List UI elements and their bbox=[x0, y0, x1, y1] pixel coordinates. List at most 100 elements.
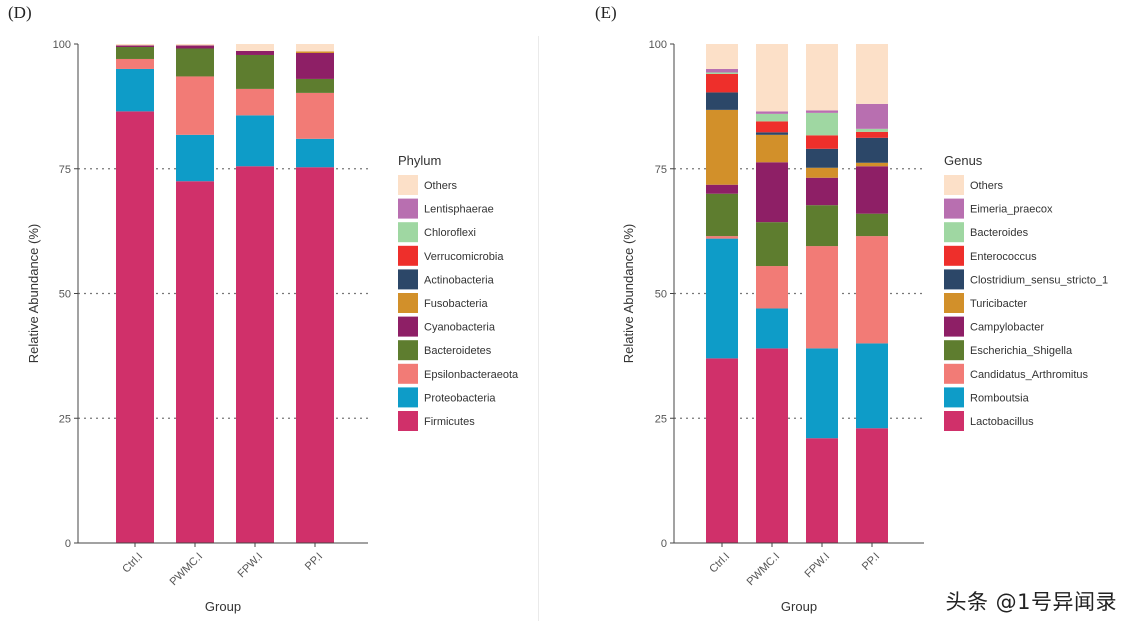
c1-bar-pp-i-turicibacter bbox=[856, 162, 888, 167]
c0-bar-pwmc-i-bacteroidetes bbox=[176, 48, 214, 77]
phylum-stacked-bar-chart: 0 25 50 75 100 Ctrl.I PWMC.I FPW.I PP.I Group Rela… bbox=[26, 39, 519, 614]
c1-legend-swatch-campylobacter bbox=[944, 316, 964, 337]
c1-legend-label-eimeria-praecox: Eimeria_praecox bbox=[970, 204, 1053, 216]
c0-bar-pp-i-bacteroidetes bbox=[296, 78, 334, 93]
c1-bar-ctrl-i-candidatus-arthromitus bbox=[706, 236, 738, 239]
c1-legend-label-candidatus-arthromitus: Candidatus_Arthromitus bbox=[970, 369, 1089, 381]
c1-bar-pwmc-i-lactobacillus bbox=[756, 348, 788, 543]
c1-y-tick-label-50: 50 bbox=[655, 289, 667, 301]
c0-legend-label-others: Others bbox=[424, 180, 458, 192]
c0-bar-ctrl-i-epsilonbacteraeota bbox=[116, 58, 154, 69]
c1-bar-ctrl-i-turicibacter bbox=[706, 109, 738, 185]
c1-bar-fpw-i-campylobacter bbox=[806, 177, 838, 206]
c0-bar-pwmc-i-others bbox=[176, 44, 214, 46]
c1-bar-pwmc-i-escherichia-shigella bbox=[756, 222, 788, 267]
c0-y-tick-label-75: 75 bbox=[59, 164, 71, 176]
c1-bar-ctrl-i-campylobacter bbox=[706, 184, 738, 194]
c0-legend-swatch-proteobacteria bbox=[398, 387, 418, 408]
panel-label-d: (D) bbox=[8, 3, 32, 22]
c0-x-tick-label-pwmc-i: PWMC.I bbox=[168, 551, 205, 588]
c1-legend-label-campylobacter: Campylobacter bbox=[970, 322, 1044, 334]
c0-legend-label-proteobacteria: Proteobacteria bbox=[424, 392, 496, 404]
c0-bar-pp-i-cyanobacteria bbox=[296, 52, 334, 79]
c1-x-axis-title: Group bbox=[781, 599, 817, 614]
c0-x-tick-label-pp-i: PP.I bbox=[303, 551, 325, 573]
c0-legend-swatch-fusobacteria bbox=[398, 293, 418, 313]
c1-bar-pwmc-i-campylobacter bbox=[756, 162, 788, 223]
c0-y-tick-label-25: 25 bbox=[59, 413, 71, 425]
c1-legend-swatch-enterococcus bbox=[944, 245, 964, 266]
c0-bar-pp-i-proteobacteria bbox=[296, 138, 334, 168]
c1-legend-label-enterococcus: Enterococcus bbox=[970, 251, 1037, 263]
c0-legend-label-verrucomicrobia: Verrucomicrobia bbox=[424, 251, 504, 263]
c0-bar-ctrl-i-bacteroidetes bbox=[116, 46, 154, 59]
c0-legend-swatch-epsilonbacteraeota bbox=[398, 363, 418, 384]
c1-bar-fpw-i-eimeria-praecox bbox=[806, 110, 838, 113]
c1-bar-fpw-i-enterococcus bbox=[806, 135, 838, 149]
c0-legend-label-epsilonbacteraeota: Epsilonbacteraeota bbox=[424, 369, 519, 381]
c1-y-tick-label-0: 0 bbox=[661, 538, 667, 550]
c1-bar-ctrl-i-bacteroides bbox=[706, 72, 738, 74]
c0-bar-pwmc-i-proteobacteria bbox=[176, 134, 214, 182]
c0-bar-pp-i-others bbox=[296, 44, 334, 52]
watermark-text: 头条 @1号异闻录 bbox=[945, 590, 1117, 614]
c0-legend-swatch-bacteroidetes bbox=[398, 340, 418, 361]
c1-bar-pwmc-i-bacteroides bbox=[756, 113, 788, 122]
c0-bar-pwmc-i-cyanobacteria bbox=[176, 45, 214, 49]
c0-x-axis-title: Group bbox=[205, 599, 241, 614]
c1-bar-ctrl-i-escherichia-shigella bbox=[706, 193, 738, 237]
c1-bar-pp-i-bacteroides bbox=[856, 128, 888, 132]
c1-legend-label-others: Others bbox=[970, 180, 1004, 192]
c1-y-tick-label-100: 100 bbox=[649, 39, 667, 51]
c0-legend-swatch-actinobacteria bbox=[398, 269, 418, 290]
c0-bar-fpw-i-bacteroidetes bbox=[236, 54, 274, 89]
c0-bar-pp-i-fusobacteria bbox=[296, 51, 334, 53]
c1-x-tick-label-fpw-i: FPW.I bbox=[802, 551, 832, 581]
c1-legend-swatch-candidatus-arthromitus bbox=[944, 363, 964, 384]
c1-bar-pwmc-i-turicibacter bbox=[756, 134, 788, 163]
c1-bar-ctrl-i-lactobacillus bbox=[706, 358, 738, 543]
c1-bar-pwmc-i-romboutsia bbox=[756, 308, 788, 349]
c1-bar-pp-i-eimeria-praecox bbox=[856, 103, 888, 129]
c1-legend-label-romboutsia: Romboutsia bbox=[970, 392, 1030, 404]
c1-bar-fpw-i-bacteroides bbox=[806, 112, 838, 136]
c1-legend-swatch-clostridium-sensu-stricto-1 bbox=[944, 269, 964, 290]
c0-x-tick-label-fpw-i: FPW.I bbox=[235, 551, 265, 581]
c0-legend-swatch-chloroflexi bbox=[398, 222, 418, 243]
panel-e: (E) 0 25 50 75 100 Ctrl.I PWMC.I FPW.I PP.I Group… bbox=[575, 0, 1131, 628]
c0-bar-ctrl-i-others bbox=[116, 44, 154, 46]
c1-bar-pp-i-candidatus-arthromitus bbox=[856, 236, 888, 344]
c1-legend-label-bacteroides: Bacteroides bbox=[970, 227, 1029, 239]
c0-x-tick-label-ctrl-i: Ctrl.I bbox=[120, 551, 145, 576]
c1-legend-swatch-romboutsia bbox=[944, 387, 964, 408]
c1-y-tick-label-25: 25 bbox=[655, 413, 667, 425]
c0-bar-fpw-i-firmicutes bbox=[236, 166, 274, 543]
c1-legend-swatch-eimeria-praecox bbox=[944, 198, 964, 219]
c1-bar-ctrl-i-clostridium-sensu-stricto-1 bbox=[706, 92, 738, 110]
c1-legend-label-clostridium-sensu-stricto-1: Clostridium_sensu_stricto_1 bbox=[970, 274, 1108, 286]
c1-legend-swatch-lactobacillus bbox=[944, 411, 964, 431]
c1-bar-pwmc-i-eimeria-praecox bbox=[756, 111, 788, 114]
c1-bar-pp-i-escherichia-shigella bbox=[856, 213, 888, 237]
c1-bar-ctrl-i-eimeria-praecox bbox=[706, 68, 738, 73]
c0-bar-fpw-i-proteobacteria bbox=[236, 115, 274, 167]
c1-legend-label-turicibacter: Turicibacter bbox=[970, 298, 1027, 310]
c1-bar-ctrl-i-enterococcus bbox=[706, 73, 738, 93]
c0-legend-swatch-verrucomicrobia bbox=[398, 245, 418, 266]
genus-stacked-bar-chart: 0 25 50 75 100 Ctrl.I PWMC.I FPW.I PP.I Group Rela… bbox=[621, 39, 1108, 614]
c0-bar-pp-i-firmicutes bbox=[296, 167, 334, 544]
c1-bar-pwmc-i-clostridium-sensu-stricto-1 bbox=[756, 132, 788, 135]
c0-legend-label-bacteroidetes: Bacteroidetes bbox=[424, 345, 492, 357]
c1-bar-pp-i-others bbox=[856, 44, 888, 104]
c0-y-tick-label-50: 50 bbox=[59, 289, 71, 301]
c0-y-tick-label-100: 100 bbox=[53, 39, 71, 51]
c0-legend-label-actinobacteria: Actinobacteria bbox=[424, 274, 495, 286]
c0-bar-ctrl-i-firmicutes bbox=[116, 111, 154, 544]
c1-bar-pp-i-lactobacillus bbox=[856, 428, 888, 543]
c1-bar-fpw-i-escherichia-shigella bbox=[806, 205, 838, 247]
c0-bar-pwmc-i-firmicutes bbox=[176, 181, 214, 543]
c1-bar-ctrl-i-others bbox=[706, 44, 738, 69]
c1-x-tick-label-pp-i: PP.I bbox=[860, 551, 882, 573]
c0-legend-label-fusobacteria: Fusobacteria bbox=[424, 298, 488, 310]
c0-bar-fpw-i-others bbox=[236, 44, 274, 51]
